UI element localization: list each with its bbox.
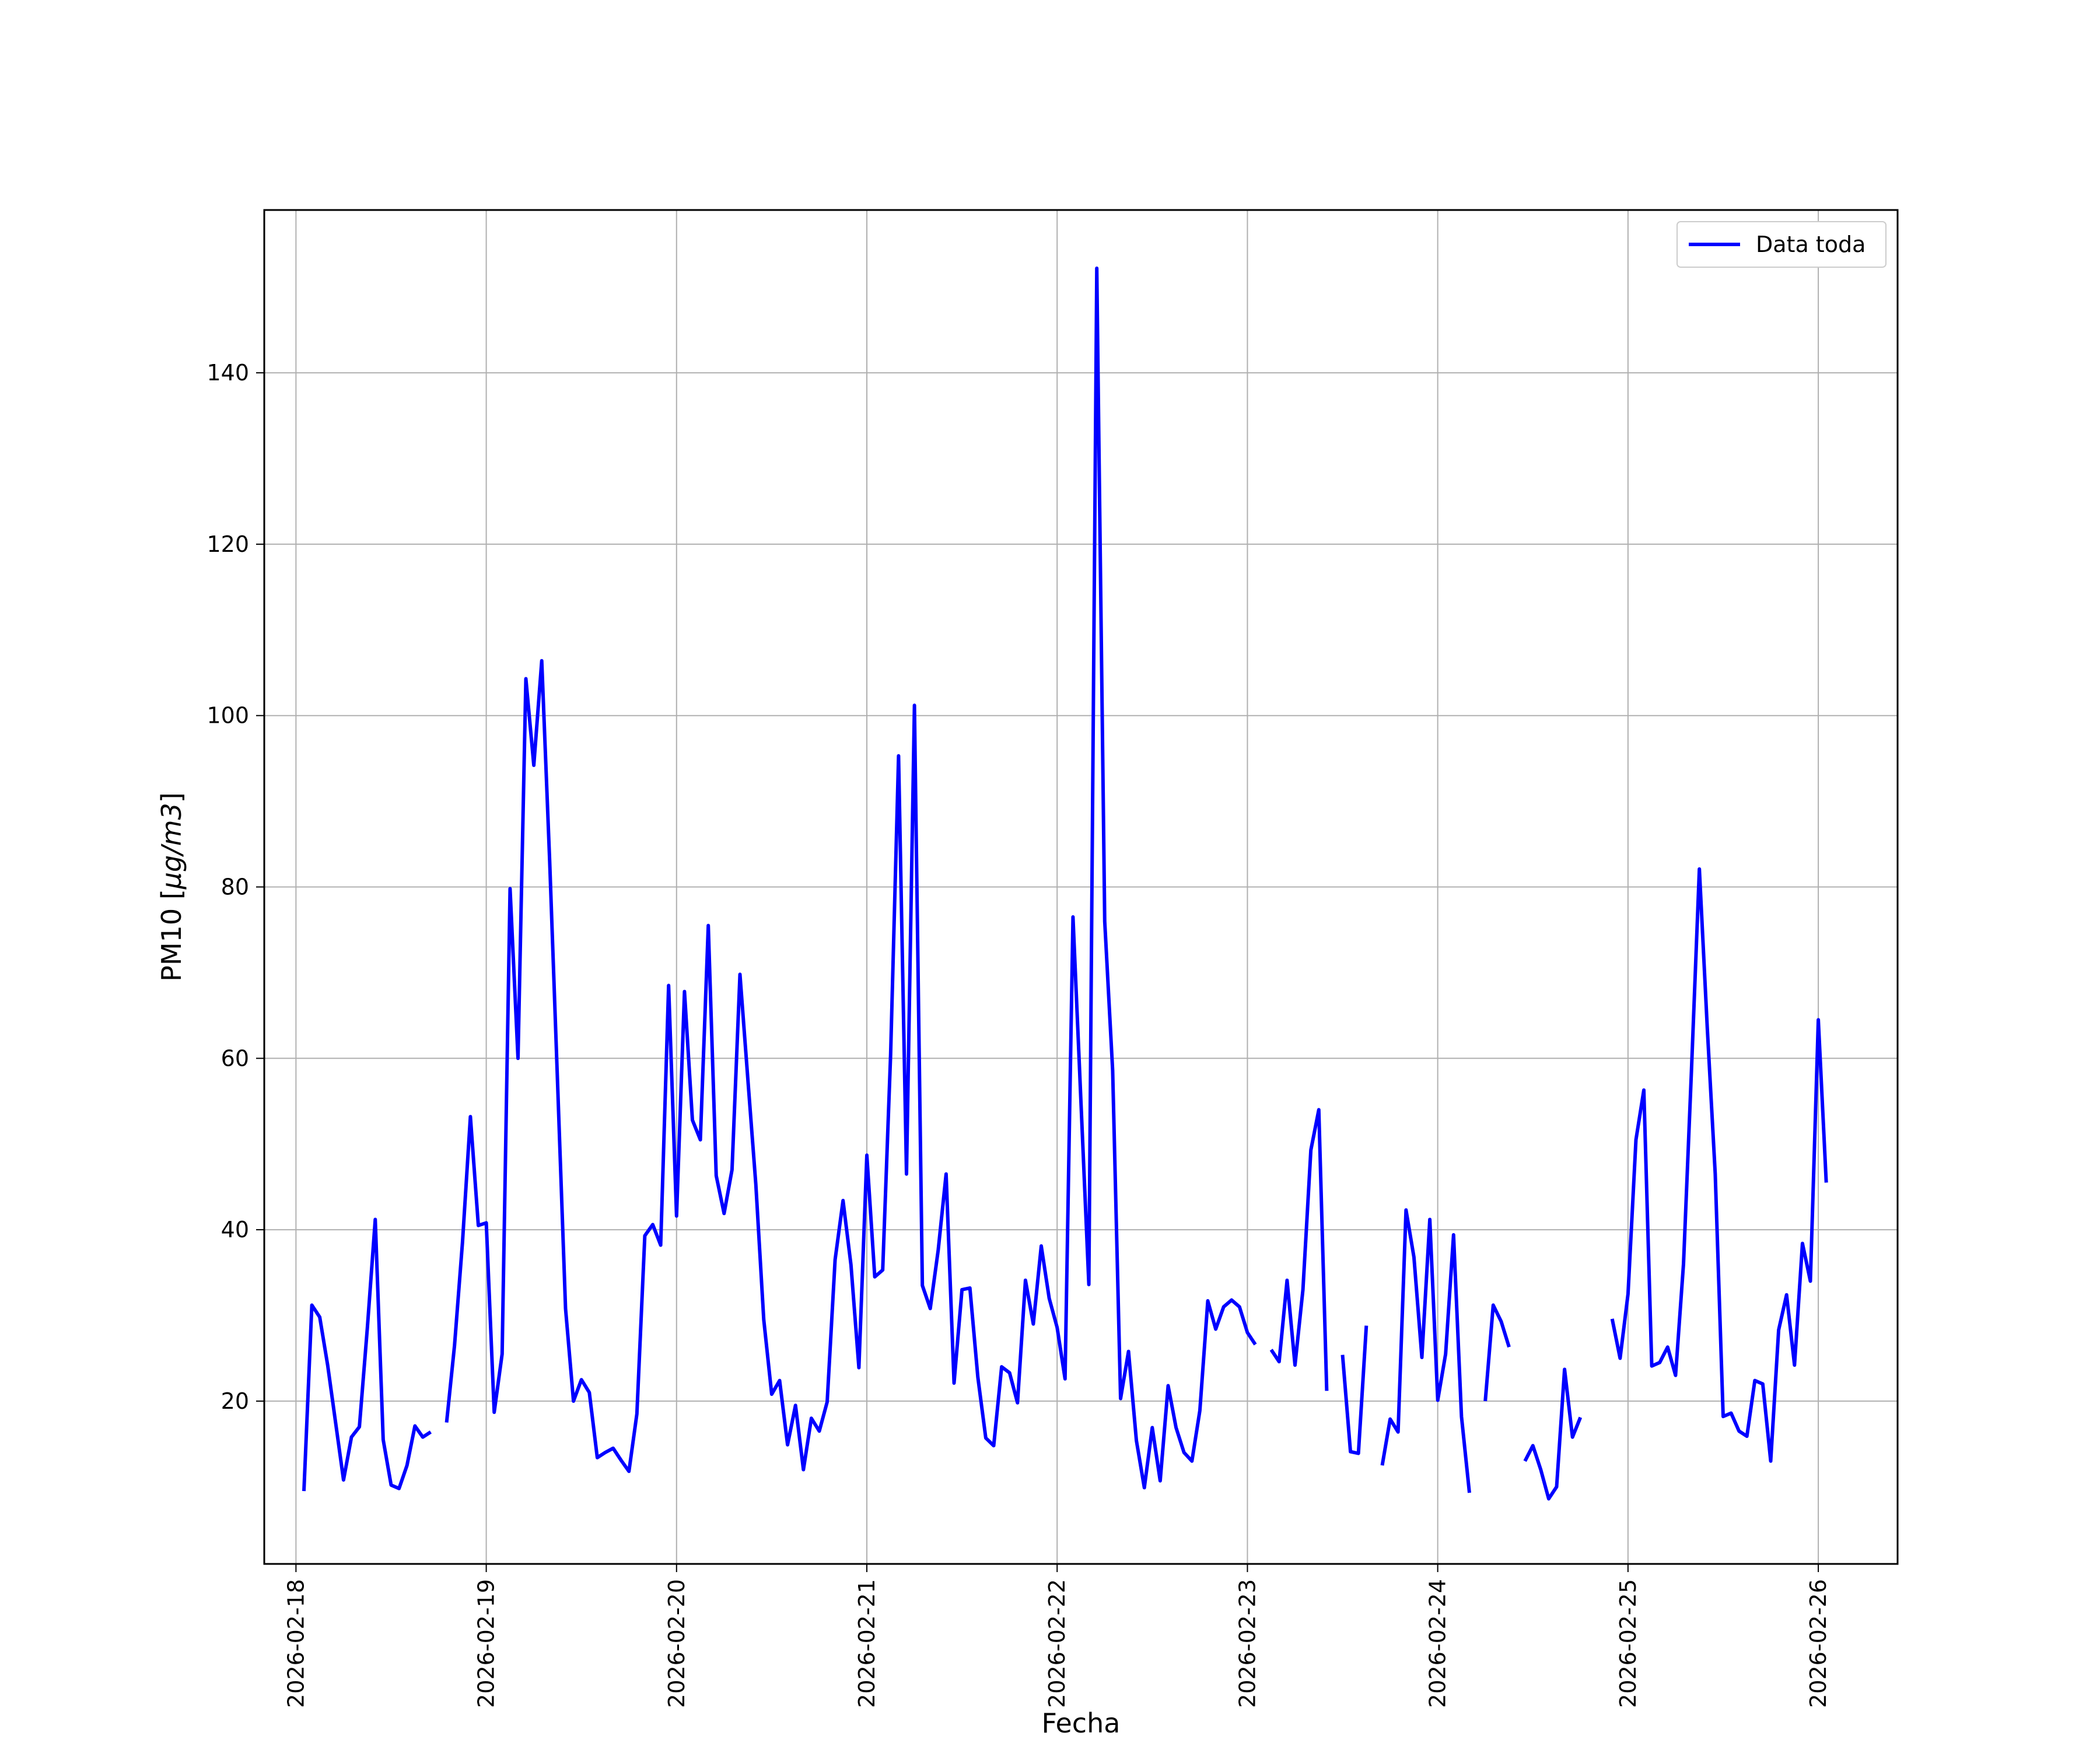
y-axis-ticks: 20 40 60 80 100 120 140	[206, 360, 264, 1414]
x-tick-label: 2026-02-19	[474, 1579, 499, 1708]
series-segment	[1269, 1108, 1329, 1391]
x-tick-label: 2026-02-20	[664, 1579, 690, 1708]
x-tick-label: 2026-02-23	[1234, 1579, 1260, 1708]
legend-label: Data toda	[1756, 232, 1866, 257]
series-segment	[302, 1217, 432, 1492]
series-segment	[1483, 1303, 1511, 1402]
legend: Data toda	[1676, 221, 1887, 268]
y-tick-label: 80	[221, 874, 249, 900]
x-axis-ticks: 2026-02-18 2026-02-19 2026-02-20 2026-02-21…	[283, 1564, 1831, 1708]
x-tick-label: 2026-02-22	[1044, 1579, 1070, 1708]
x-tick-label: 2026-02-18	[283, 1579, 309, 1708]
y-tick-label: 120	[206, 531, 249, 557]
series-segment	[444, 266, 1257, 1490]
x-tick-label: 2026-02-26	[1805, 1579, 1831, 1708]
y-axis-label-close: ]	[156, 792, 187, 803]
series-segment	[1380, 1208, 1471, 1493]
grid-lines	[264, 210, 1898, 1564]
x-tick-label: 2026-02-24	[1425, 1579, 1451, 1708]
series-segment	[1523, 1367, 1583, 1501]
series-line-data-toda	[302, 266, 1828, 1501]
series-segment	[1610, 867, 1828, 1463]
y-tick-label: 60	[221, 1045, 249, 1071]
y-tick-label: 140	[206, 360, 249, 386]
legend-box	[1676, 221, 1887, 268]
y-tick-label: 40	[221, 1217, 249, 1242]
y-axis-label: PM10 [μg/m3]	[156, 792, 187, 982]
x-axis-label: Fecha	[1042, 1707, 1121, 1739]
x-tick-label: 2026-02-25	[1615, 1579, 1641, 1708]
y-axis-label-text: PM10 [	[156, 889, 187, 982]
x-tick-label: 2026-02-21	[854, 1579, 880, 1708]
y-tick-label: 20	[221, 1388, 249, 1414]
y-tick-label: 100	[206, 703, 249, 729]
series-segment	[1340, 1325, 1368, 1455]
y-axis-label-unit: μg/m3	[156, 803, 187, 890]
